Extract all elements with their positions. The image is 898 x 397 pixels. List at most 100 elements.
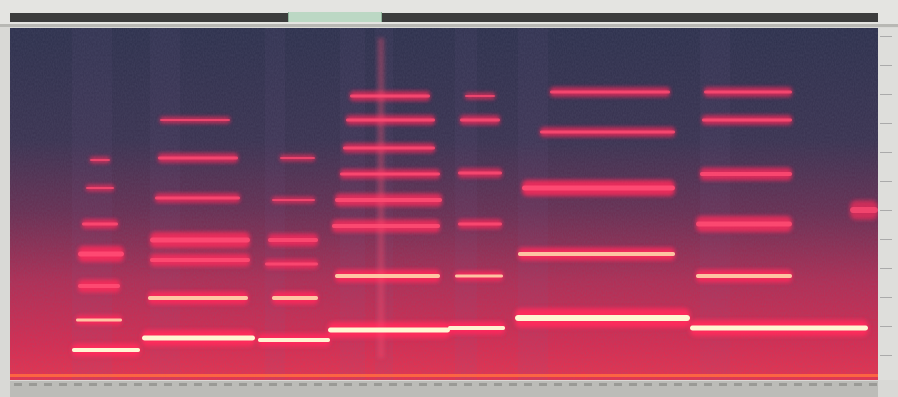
harmonic-line bbox=[455, 274, 503, 278]
time-tick bbox=[449, 383, 457, 386]
time-tick bbox=[539, 383, 547, 386]
time-tick bbox=[89, 383, 97, 386]
title-bar bbox=[0, 0, 898, 25]
time-tick bbox=[749, 383, 757, 386]
harmonic-line bbox=[522, 185, 675, 191]
time-tick bbox=[104, 383, 112, 386]
frequency-tick bbox=[880, 65, 892, 66]
time-tick bbox=[374, 383, 382, 386]
harmonic-line bbox=[160, 119, 230, 121]
frequency-tick bbox=[880, 297, 892, 298]
harmonic-line bbox=[343, 146, 435, 150]
spectrogram-view[interactable] bbox=[10, 28, 878, 380]
onset-column bbox=[72, 28, 112, 380]
harmonic-line bbox=[448, 326, 505, 330]
time-tick bbox=[689, 383, 697, 386]
harmonic-line bbox=[340, 172, 440, 176]
selection-region[interactable] bbox=[288, 12, 382, 22]
frequency-axis bbox=[878, 28, 898, 380]
harmonic-line bbox=[550, 90, 670, 94]
harmonic-line bbox=[280, 157, 315, 159]
time-tick bbox=[479, 383, 487, 386]
time-tick bbox=[44, 383, 52, 386]
time-axis[interactable] bbox=[10, 381, 878, 397]
harmonic-line bbox=[702, 118, 792, 122]
time-tick bbox=[359, 383, 367, 386]
time-tick bbox=[284, 383, 292, 386]
time-tick bbox=[269, 383, 277, 386]
time-tick bbox=[149, 383, 157, 386]
harmonic-line bbox=[696, 274, 792, 278]
divider bbox=[0, 24, 898, 27]
time-tick bbox=[209, 383, 217, 386]
time-tick bbox=[659, 383, 667, 386]
time-tick bbox=[299, 383, 307, 386]
harmonic-line bbox=[332, 224, 440, 228]
time-tick bbox=[134, 383, 142, 386]
harmonic-line bbox=[155, 196, 240, 200]
time-tick bbox=[644, 383, 652, 386]
time-tick bbox=[839, 383, 847, 386]
time-tick bbox=[224, 383, 232, 386]
frequency-tick bbox=[880, 123, 892, 124]
time-tick bbox=[734, 383, 742, 386]
time-tick bbox=[554, 383, 562, 386]
harmonic-line bbox=[272, 296, 318, 300]
time-tick bbox=[509, 383, 517, 386]
time-tick bbox=[809, 383, 817, 386]
harmonic-line bbox=[335, 198, 442, 202]
harmonic-line bbox=[148, 296, 248, 300]
time-tick bbox=[239, 383, 247, 386]
time-tick bbox=[59, 383, 67, 386]
harmonic-line bbox=[268, 238, 318, 242]
harmonic-line bbox=[78, 251, 124, 257]
time-tick bbox=[389, 383, 397, 386]
harmonic-lines bbox=[72, 90, 878, 352]
harmonic-line bbox=[150, 237, 250, 243]
frequency-tick bbox=[880, 326, 892, 327]
frequency-tick bbox=[880, 36, 892, 37]
time-tick bbox=[719, 383, 727, 386]
time-tick bbox=[764, 383, 772, 386]
time-tick bbox=[74, 383, 82, 386]
harmonic-line bbox=[518, 252, 675, 256]
harmonic-line bbox=[335, 274, 440, 278]
frequency-tick bbox=[880, 239, 892, 240]
harmonic-line bbox=[142, 335, 255, 341]
time-tick bbox=[869, 383, 877, 386]
harmonic-line bbox=[700, 172, 792, 176]
time-tick bbox=[194, 383, 202, 386]
onset-column bbox=[265, 28, 285, 380]
time-tick bbox=[179, 383, 187, 386]
harmonic-line bbox=[258, 338, 330, 342]
harmonic-line bbox=[76, 318, 122, 322]
harmonic-line bbox=[150, 258, 250, 262]
frequency-tick bbox=[880, 181, 892, 182]
time-tick bbox=[404, 383, 412, 386]
frequency-tick bbox=[880, 152, 892, 153]
harmonic-line bbox=[90, 159, 110, 161]
harmonic-line bbox=[272, 199, 315, 201]
harmonic-line bbox=[460, 118, 500, 122]
time-tick bbox=[629, 383, 637, 386]
time-tick bbox=[614, 383, 622, 386]
overview-timeline[interactable] bbox=[10, 13, 878, 22]
harmonic-line bbox=[78, 284, 120, 288]
time-tick bbox=[164, 383, 172, 386]
harmonic-line bbox=[328, 327, 450, 333]
time-tick bbox=[569, 383, 577, 386]
frequency-tick bbox=[880, 94, 892, 95]
frequency-tick bbox=[880, 210, 892, 211]
time-tick bbox=[599, 383, 607, 386]
time-tick bbox=[314, 383, 322, 386]
harmonic-line bbox=[690, 325, 868, 331]
time-tick bbox=[524, 383, 532, 386]
onset-column bbox=[150, 28, 180, 380]
time-tick bbox=[434, 383, 442, 386]
harmonic-line bbox=[158, 156, 238, 160]
harmonic-line bbox=[458, 171, 502, 175]
time-tick bbox=[494, 383, 502, 386]
harmonic-line bbox=[540, 130, 675, 134]
harmonic-line bbox=[72, 348, 140, 352]
time-tick bbox=[854, 383, 862, 386]
